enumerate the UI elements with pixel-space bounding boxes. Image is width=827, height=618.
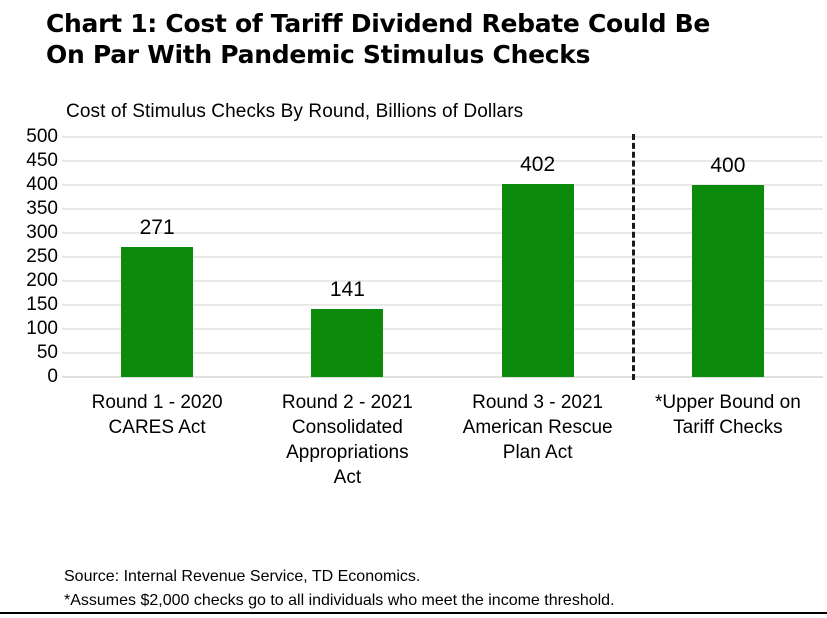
vertical-dashed-separator xyxy=(631,134,635,380)
gridline xyxy=(62,280,823,282)
gridline xyxy=(62,184,823,186)
bar[interactable] xyxy=(501,184,574,377)
footnotes: Source: Internal Revenue Service, TD Eco… xyxy=(64,565,615,613)
gridline xyxy=(62,232,823,234)
gridline xyxy=(62,352,823,354)
y-axis-tick-label: 500 xyxy=(26,126,58,147)
x-axis-category-label: *Upper Bound on Tariff Checks xyxy=(654,392,801,438)
y-axis-tick-label: 350 xyxy=(26,198,58,219)
y-axis-tick-label: 300 xyxy=(26,222,58,243)
bar-value-label: 271 xyxy=(139,215,175,239)
gridline xyxy=(62,256,823,258)
x-axis-category-label: Round 2 - 2021 Consolidated Appropriatio… xyxy=(281,392,413,488)
chart-subtitle: Cost of Stimulus Checks By Round, Billio… xyxy=(66,101,524,122)
y-axis-tick-label: 450 xyxy=(26,150,58,171)
bottom-rule xyxy=(0,612,827,614)
x-axis-category-label: Round 3 - 2021 American Rescue Plan Act xyxy=(462,392,613,463)
gridline xyxy=(62,208,823,210)
y-axis-tick-label: 200 xyxy=(26,270,58,291)
chart-title: Chart 1: Cost of Tariff Dividend Rebate … xyxy=(46,9,711,69)
bar-value-label: 402 xyxy=(520,153,556,177)
gridline xyxy=(62,304,823,306)
y-axis-tick-label: 50 xyxy=(36,342,58,363)
bar[interactable] xyxy=(121,246,194,377)
bar[interactable] xyxy=(311,309,384,377)
assumption-note: *Assumes $2,000 checks go to all individ… xyxy=(64,592,615,609)
y-axis-tick-label: 0 xyxy=(47,366,58,387)
y-axis-tick-label: 100 xyxy=(26,318,58,339)
y-axis-tick-label: 400 xyxy=(26,174,58,195)
gridline xyxy=(62,328,823,330)
x-axis-category-label: Round 1 - 2020 CARES Act xyxy=(91,392,223,438)
y-axis: 500 450 400 350 300 250 200 150 100 50 0 xyxy=(0,127,58,386)
source-note: Source: Internal Revenue Service, TD Eco… xyxy=(64,568,421,585)
gridline xyxy=(62,376,823,378)
gridline xyxy=(62,136,823,138)
y-axis-tick-label: 250 xyxy=(26,246,58,267)
bar-value-label: 400 xyxy=(710,154,746,177)
y-axis-tick-label: 150 xyxy=(26,294,58,315)
gridline xyxy=(62,160,823,162)
bar[interactable] xyxy=(691,185,764,377)
plot-area: 271 141 402 400 xyxy=(62,136,823,378)
bar-value-label: 141 xyxy=(329,278,365,302)
x-axis-category-labels: Round 1 - 2020 CARES Act Round 2 - 2021 C… xyxy=(62,390,823,520)
